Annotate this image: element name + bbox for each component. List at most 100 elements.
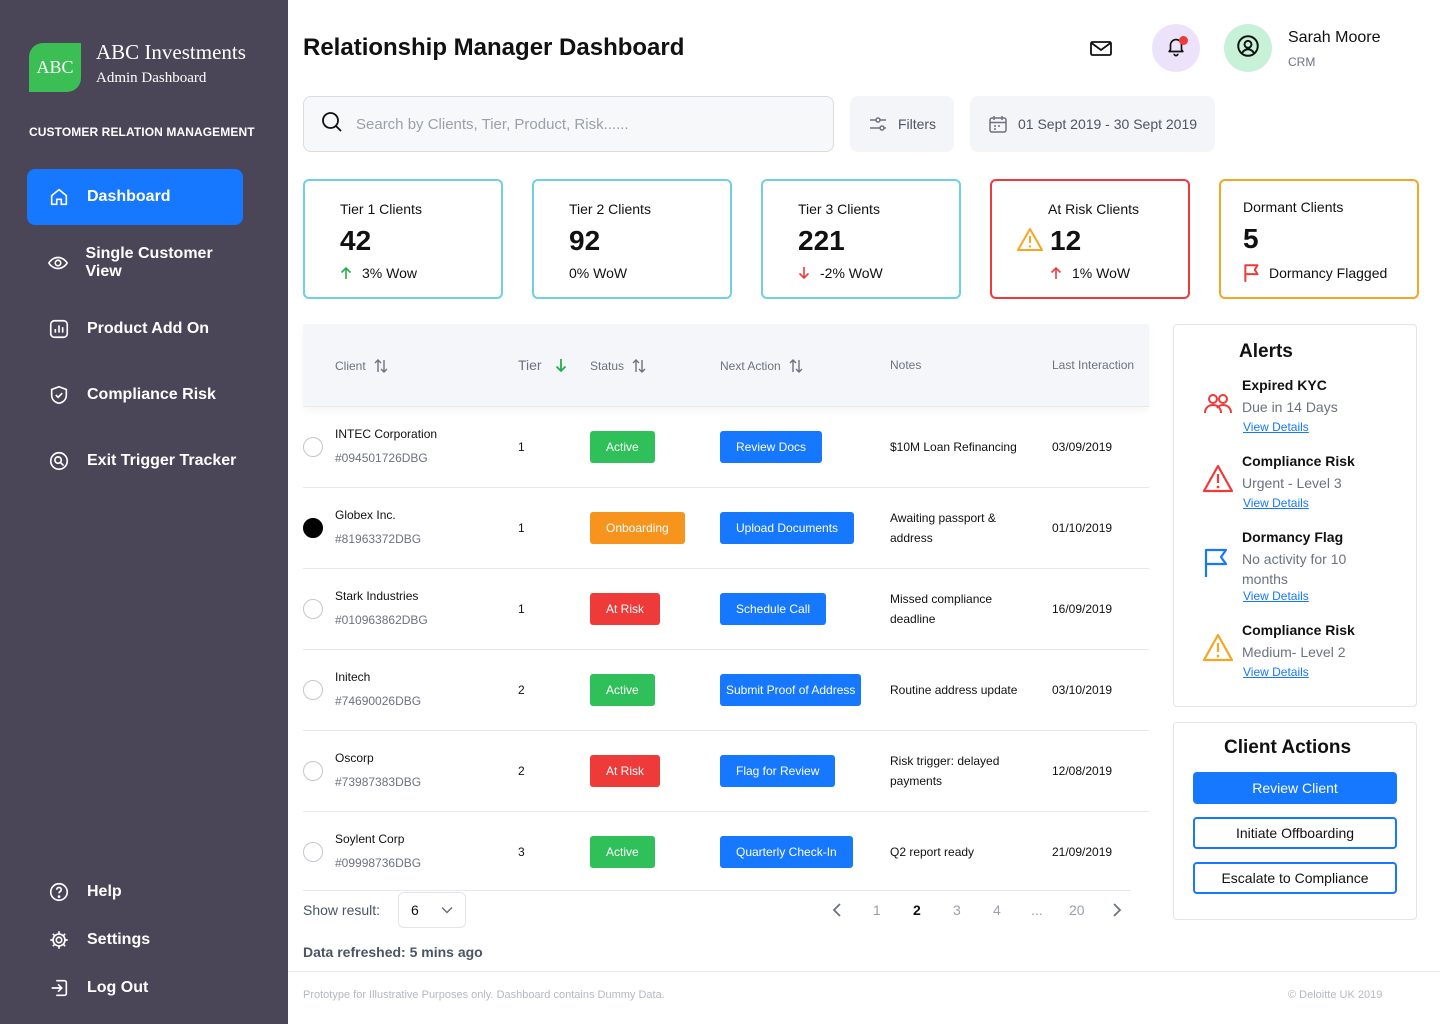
notifications-button[interactable] <box>1152 24 1200 72</box>
status-badge: At Risk <box>590 755 661 787</box>
column-client[interactable]: Client <box>335 358 388 374</box>
status-badge: Active <box>590 431 655 463</box>
sidebar: ABC ABC Investments Admin Dashboard CUST… <box>0 0 288 1024</box>
kpi-tier-2[interactable]: Tier 2 Clients 92 0% WoW <box>532 179 732 299</box>
page-number[interactable]: 3 <box>953 902 961 918</box>
client-actions-panel: Client Actions Review Client Initiate Of… <box>1173 722 1417 920</box>
sidebar-item-label: Help <box>87 883 122 900</box>
next-action-button[interactable]: Submit Proof of Address <box>720 674 862 706</box>
alerts-panel: Alerts Expired KYC Due in 14 Days View D… <box>1173 324 1417 707</box>
client-tier: 3 <box>518 845 525 859</box>
page-number-current[interactable]: 2 <box>913 902 921 918</box>
next-page-button[interactable] <box>1110 902 1124 918</box>
avatar[interactable] <box>1224 24 1272 72</box>
next-action-button[interactable]: Quarterly Check-In <box>720 836 853 868</box>
client-id: #81963372DBG <box>335 532 422 546</box>
view-details-link[interactable]: View Details <box>1243 589 1309 603</box>
table-row[interactable]: Initech #74690026DBG 2 Active Submit Pro… <box>303 650 1149 731</box>
prev-page-button[interactable] <box>830 902 844 918</box>
sidebar-item-settings[interactable]: Settings <box>27 912 243 968</box>
row-select-radio[interactable] <box>303 761 323 781</box>
client-name: Oscorp <box>335 751 374 765</box>
column-tier[interactable]: Tier <box>518 357 568 373</box>
kpi-dormant[interactable]: Dormant Clients 5 Dormancy Flagged <box>1219 179 1419 299</box>
row-select-radio[interactable] <box>303 599 323 619</box>
client-notes: Q2 report ready <box>890 845 975 859</box>
view-details-link[interactable]: View Details <box>1243 496 1309 510</box>
date-range-picker[interactable]: 01 Sept 2019 - 30 Sept 2019 <box>970 96 1215 152</box>
column-status[interactable]: Status <box>590 358 646 374</box>
next-action-button[interactable]: Flag for Review <box>720 755 836 787</box>
escalate-to-compliance-button[interactable]: Escalate to Compliance <box>1193 862 1397 894</box>
page-number[interactable]: 1 <box>873 902 881 918</box>
status-badge: Onboarding <box>590 512 685 544</box>
client-notes: $10M Loan Refinancing <box>890 440 1017 454</box>
notification-dot <box>1179 36 1188 45</box>
kpi-tier-1[interactable]: Tier 1 Clients 42 3% Wow <box>303 179 503 299</box>
table-row[interactable]: Globex Inc. #81963372DBG 1 Onboarding Up… <box>303 488 1149 569</box>
client-name: Stark Industries <box>335 589 419 603</box>
sidebar-item-log-out[interactable]: Log Out <box>27 960 243 1016</box>
sidebar-item-label: Exit Trigger Tracker <box>87 452 237 469</box>
table-row[interactable]: Stark Industries #010963862DBG 1 At Risk… <box>303 569 1149 650</box>
brand-name: ABC Investments <box>96 40 246 64</box>
row-select-radio[interactable] <box>303 842 323 862</box>
table-row[interactable]: Oscorp #73987383DBG 2 At Risk Flag for R… <box>303 731 1149 812</box>
next-action-button[interactable]: Review Docs <box>720 431 823 463</box>
filters-button[interactable]: Filters <box>850 96 954 152</box>
row-select-radio[interactable] <box>303 437 323 457</box>
kpi-delta-text: 0% WoW <box>569 265 628 281</box>
client-id: #73987383DBG <box>335 775 422 789</box>
initiate-offboarding-button[interactable]: Initiate Offboarding <box>1193 817 1397 849</box>
home-icon <box>47 185 71 209</box>
column-next-action[interactable]: Next Action <box>720 358 803 374</box>
alert-title: Compliance Risk <box>1242 622 1355 638</box>
table-row[interactable]: INTEC Corporation #094501726DBG 1 Active… <box>303 407 1149 488</box>
chevron-down-icon <box>441 906 453 914</box>
data-refreshed: Data refreshed: 5 mins ago <box>303 944 483 960</box>
sidebar-item-help[interactable]: Help <box>27 864 243 920</box>
brand-subtitle: Admin Dashboard <box>96 70 207 86</box>
arrow-down-icon <box>798 267 810 280</box>
sort-icon <box>632 359 646 373</box>
alert-description: No activity for 10 months <box>1242 551 1347 587</box>
table-row[interactable]: Soylent Corp #09998736DBG 3 Active Quart… <box>303 812 1149 893</box>
view-details-link[interactable]: View Details <box>1243 665 1309 679</box>
sidebar-item-product-add-on[interactable]: Product Add On <box>27 301 243 357</box>
kpi-tier-3[interactable]: Tier 3 Clients 221 -2% WoW <box>761 179 961 299</box>
row-select-radio[interactable] <box>303 518 323 538</box>
page-size-value: 6 <box>411 902 419 918</box>
alert-description: Due in 14 Days <box>1242 399 1338 415</box>
sidebar-item-single-customer-view[interactable]: Single Customer View <box>27 235 243 291</box>
review-client-button[interactable]: Review Client <box>1193 772 1397 804</box>
logout-icon <box>47 976 71 1000</box>
sidebar-item-compliance-risk[interactable]: Compliance Risk <box>27 367 243 423</box>
view-details-link[interactable]: View Details <box>1243 420 1309 434</box>
next-action-button[interactable]: Upload Documents <box>720 512 855 544</box>
page-size-select[interactable]: 6 <box>398 892 466 928</box>
flag-icon <box>1244 264 1259 282</box>
client-tier: 2 <box>518 764 525 778</box>
mail-icon[interactable] <box>1088 36 1114 60</box>
page-number[interactable]: 20 <box>1069 902 1085 918</box>
client-tier: 1 <box>518 521 525 535</box>
sidebar-item-exit-trigger-tracker[interactable]: Exit Trigger Tracker <box>27 433 243 489</box>
last-interaction-date: 03/09/2019 <box>1052 440 1113 454</box>
search-bar <box>303 96 834 152</box>
client-name: INTEC Corporation <box>335 427 438 441</box>
page-number[interactable]: 4 <box>993 902 1001 918</box>
row-select-radio[interactable] <box>303 680 323 700</box>
kpi-label: Tier 1 Clients <box>340 201 422 217</box>
sidebar-item-dashboard[interactable]: Dashboard <box>27 169 243 225</box>
column-last-interaction[interactable]: Last Interaction <box>1052 358 1134 372</box>
footer-disclaimer: Prototype for Illustrative Purposes only… <box>303 989 665 1001</box>
kpi-delta: 0% WoW <box>569 265 627 281</box>
kpi-label: Dormant Clients <box>1243 199 1344 215</box>
next-action-button[interactable]: Schedule Call <box>720 593 827 625</box>
column-label: Next Action <box>720 359 781 373</box>
chevron-left-icon <box>832 903 841 917</box>
sort-icon <box>789 359 803 373</box>
kpi-at-risk[interactable]: At Risk Clients 12 1% WoW <box>990 179 1190 299</box>
search-input[interactable] <box>356 115 796 133</box>
kpi-label: Tier 3 Clients <box>798 201 880 217</box>
